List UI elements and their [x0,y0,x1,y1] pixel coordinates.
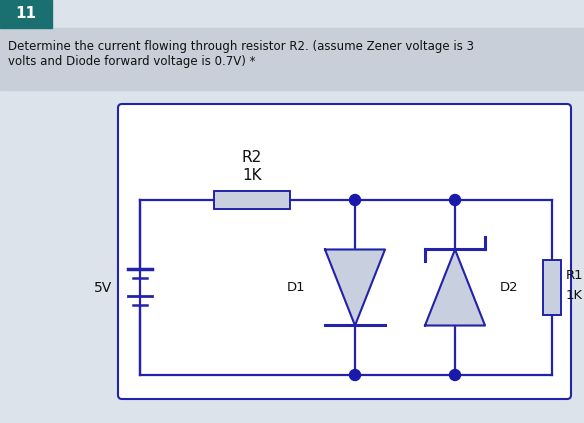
Circle shape [349,195,360,206]
Bar [543,260,561,315]
Text: D2: D2 [500,281,519,294]
Circle shape [450,370,461,381]
Bar [0,28,584,90]
Text: Determine the current flowing through resistor R2. (assume Zener voltage is 3
vo: Determine the current flowing through re… [8,40,474,68]
Text: R2: R2 [242,151,262,165]
Polygon shape [425,250,485,326]
Text: 5V: 5V [94,280,112,294]
Text: 1K: 1K [566,289,583,302]
Bar [214,191,290,209]
Text: 1K: 1K [242,168,262,182]
Text: R1: R1 [566,269,583,282]
Text: D1: D1 [286,281,305,294]
Circle shape [450,195,461,206]
Polygon shape [325,250,385,326]
Bar [0,0,52,28]
FancyBboxPatch shape [118,104,571,399]
Text: 11: 11 [16,6,36,22]
Circle shape [349,370,360,381]
